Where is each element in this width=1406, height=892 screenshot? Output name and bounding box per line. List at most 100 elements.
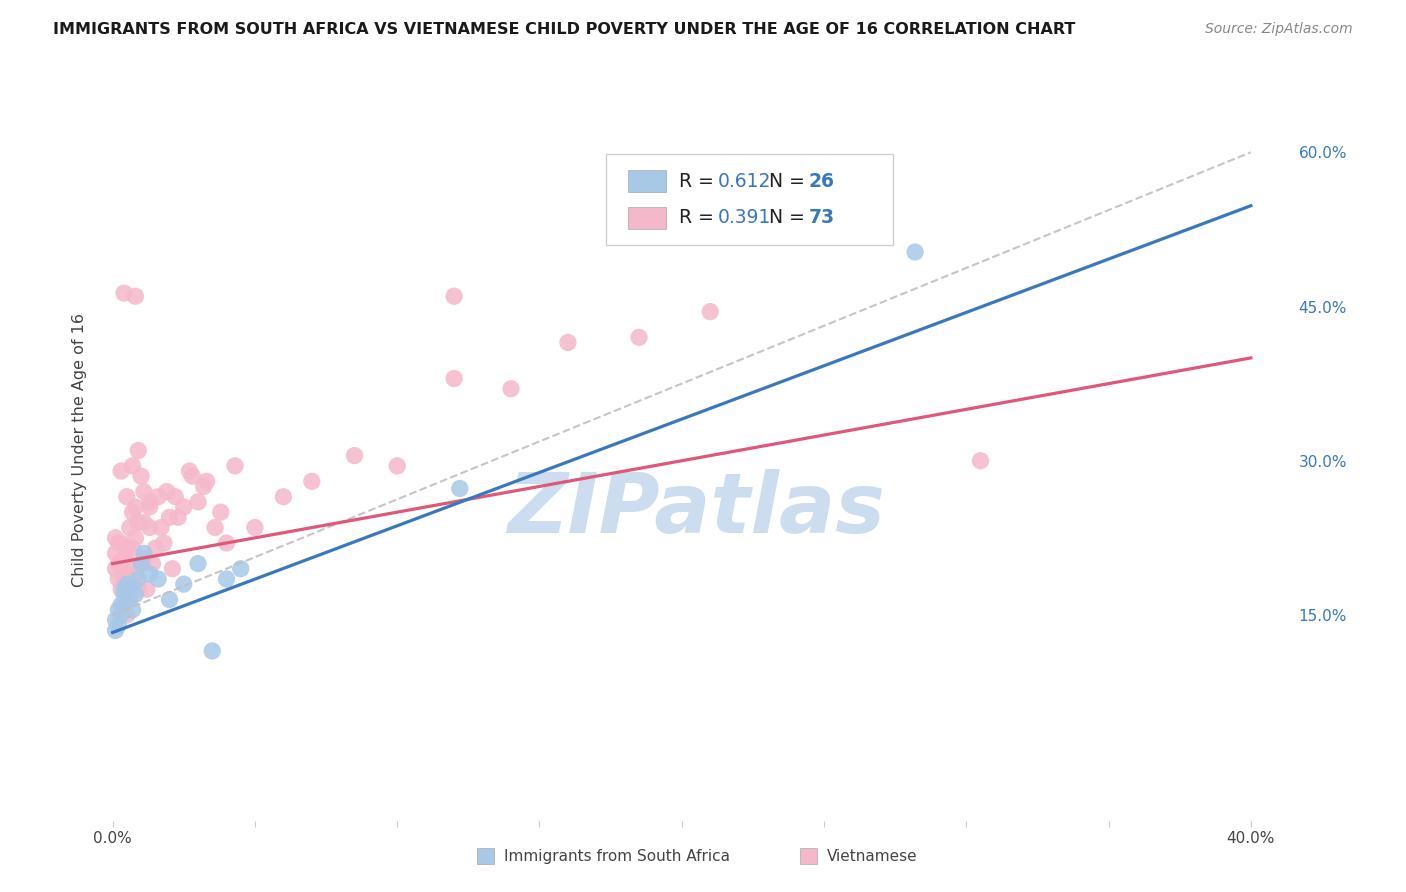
Text: R =: R = [679, 172, 720, 191]
Point [129, 557, 152, 571]
Point [132, 516, 155, 530]
Point [273, 490, 295, 504]
Point [112, 598, 135, 612]
Point [193, 479, 215, 493]
Point [107, 603, 129, 617]
Point [243, 520, 266, 534]
Point [969, 454, 991, 468]
Point [148, 572, 170, 586]
Text: N =: N = [769, 172, 811, 191]
Point [124, 531, 146, 545]
Point [127, 572, 149, 586]
Point [165, 490, 187, 504]
Point [124, 500, 146, 514]
Point [110, 464, 132, 478]
Point [124, 587, 146, 601]
Point [187, 495, 209, 509]
Point [135, 582, 157, 597]
Text: 26: 26 [808, 172, 834, 191]
Point [628, 330, 651, 344]
Point [129, 469, 152, 483]
Point [148, 490, 170, 504]
Point [124, 566, 146, 581]
FancyBboxPatch shape [628, 170, 666, 193]
Point [204, 520, 226, 534]
Point [449, 482, 471, 496]
Point [104, 624, 127, 638]
Point [121, 603, 143, 617]
Point [443, 289, 465, 303]
Point [110, 536, 132, 550]
Point [112, 551, 135, 566]
Point [104, 613, 127, 627]
Point [115, 592, 138, 607]
Point [115, 490, 138, 504]
Point [107, 536, 129, 550]
Point [385, 458, 409, 473]
FancyBboxPatch shape [628, 207, 666, 229]
Point [127, 443, 149, 458]
Point [138, 520, 160, 534]
Point [173, 577, 195, 591]
Point [104, 562, 127, 576]
Point [112, 587, 135, 601]
Point [904, 245, 927, 260]
Point [110, 607, 132, 622]
Point [132, 551, 155, 566]
Text: ZIPatlas: ZIPatlas [508, 469, 884, 550]
Point [115, 577, 138, 591]
Text: R =: R = [679, 208, 720, 227]
Point [499, 382, 522, 396]
Point [129, 557, 152, 571]
Point [112, 286, 135, 301]
Point [156, 484, 179, 499]
Point [127, 582, 149, 597]
Point [124, 289, 146, 303]
Point [187, 557, 209, 571]
FancyBboxPatch shape [606, 154, 893, 244]
Point [138, 500, 160, 514]
Point [443, 371, 465, 385]
Point [167, 510, 190, 524]
Point [132, 546, 155, 560]
Text: IMMIGRANTS FROM SOUTH AFRICA VS VIETNAMESE CHILD POVERTY UNDER THE AGE OF 16 COR: IMMIGRANTS FROM SOUTH AFRICA VS VIETNAME… [53, 22, 1076, 37]
Point [107, 557, 129, 571]
Text: Vietnamese: Vietnamese [827, 849, 918, 863]
Point [173, 500, 195, 514]
Point [127, 516, 149, 530]
Text: 73: 73 [808, 208, 834, 227]
Point [162, 562, 184, 576]
Point [343, 449, 366, 463]
Text: Immigrants from South Africa: Immigrants from South Africa [503, 849, 730, 863]
Point [118, 520, 141, 534]
Point [110, 557, 132, 571]
Point [143, 541, 166, 556]
Point [224, 458, 246, 473]
Point [215, 572, 238, 586]
Point [104, 546, 127, 560]
Text: Source: ZipAtlas.com: Source: ZipAtlas.com [1205, 22, 1353, 37]
Point [118, 557, 141, 571]
Point [181, 469, 204, 483]
Point [159, 510, 181, 524]
Point [107, 572, 129, 586]
Point [195, 475, 218, 489]
Point [229, 562, 252, 576]
Point [112, 582, 135, 597]
Point [132, 484, 155, 499]
Point [115, 607, 138, 622]
Point [557, 335, 579, 350]
Point [115, 566, 138, 581]
Text: 0.391: 0.391 [717, 208, 770, 227]
Point [301, 475, 323, 489]
Point [121, 505, 143, 519]
Point [201, 644, 224, 658]
Point [110, 582, 132, 597]
Point [150, 520, 173, 534]
Point [159, 592, 181, 607]
Text: N =: N = [769, 208, 811, 227]
Text: 0.612: 0.612 [717, 172, 770, 191]
Point [153, 536, 176, 550]
Point [138, 566, 160, 581]
Point [179, 464, 201, 478]
